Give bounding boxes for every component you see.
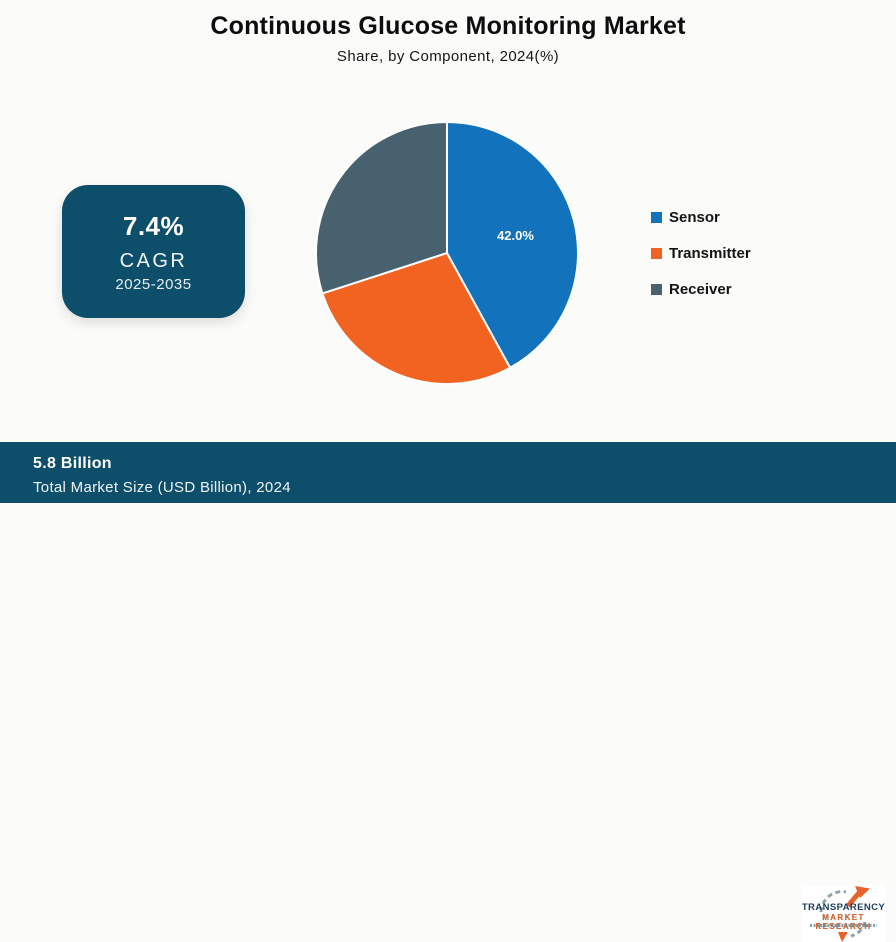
footer-bar: 5.8 Billion Total Market Size (USD Billi…: [0, 442, 896, 942]
legend-label: Transmitter: [669, 245, 751, 262]
logo-line1: TRANSPARENCY: [801, 902, 886, 913]
legend-item-sensor: Sensor: [651, 209, 751, 226]
cagr-period: 2025-2035: [115, 275, 192, 293]
cagr-card: 7.4% CAGR 2025-2035: [62, 185, 245, 318]
logo-tagline: [810, 924, 877, 927]
legend-swatch-icon: [651, 212, 662, 223]
chart-legend: Sensor Transmitter Receiver: [651, 209, 751, 298]
legend-swatch-icon: [651, 248, 662, 259]
company-logo: TRANSPARENCY MARKET RESEARCH: [801, 885, 886, 942]
pie-chart-svg: 42.0%: [315, 121, 580, 385]
footer-market-size: 5.8 Billion: [33, 455, 112, 472]
cagr-label: CAGR: [119, 249, 188, 272]
pie-slice-receiver: [315, 121, 448, 295]
legend-item-transmitter: Transmitter: [651, 245, 751, 262]
pie-slice-sensor: [446, 121, 580, 369]
logo-line2: MARKET RESEARCH: [815, 913, 870, 931]
legend-label: Receiver: [669, 281, 732, 298]
pie-slice-transmitter: [321, 252, 512, 385]
infographic-slide: Continuous Glucose Monitoring Market Sha…: [0, 12, 896, 942]
page-subtitle: Share, by Component, 2024(%): [336, 48, 560, 65]
legend-item-receiver: Receiver: [651, 281, 751, 298]
pie-chart: 42.0%: [307, 113, 587, 393]
header: Continuous Glucose Monitoring Market Sha…: [0, 12, 896, 65]
cagr-value: 7.4%: [122, 210, 185, 241]
footer-caption: Total Market Size (USD Billion), 2024: [33, 479, 291, 496]
page-title: Continuous Glucose Monitoring Market: [210, 12, 686, 40]
legend-swatch-icon: [651, 284, 662, 295]
legend-label: Sensor: [669, 209, 720, 226]
pie-data-label-sensor: 42.0%: [497, 228, 534, 243]
